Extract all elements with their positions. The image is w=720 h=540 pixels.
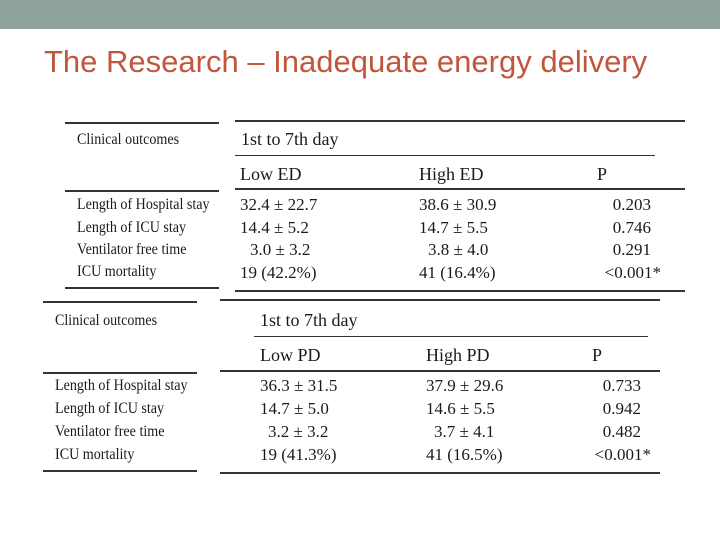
table-cell-p: 0.942: [602, 399, 641, 418]
table-rule: [43, 470, 197, 472]
table-cell: 14.4 ± 5.2: [240, 218, 309, 237]
table-cell-p: 0.291: [612, 240, 651, 259]
column-header-low-pd: Low PD: [260, 345, 321, 365]
column-header-p: P: [592, 345, 603, 365]
table-rule: [220, 370, 660, 372]
table-rule: [235, 155, 655, 156]
table-cell-p: 0.746: [612, 218, 651, 237]
table-rule: [65, 287, 219, 289]
table-cell: 19 (41.3%): [260, 445, 337, 464]
table-cell-p: 0.733: [602, 376, 641, 395]
table-row-label: Length of ICU stay: [77, 219, 187, 236]
column-header-high-pd: High PD: [426, 345, 490, 365]
column-header-low-ed: Low ED: [240, 164, 302, 184]
table-cell: 3.2 ± 3.2: [268, 422, 329, 441]
slide-top-bar: [0, 0, 720, 29]
table-row-label: Length of Hospital stay: [55, 377, 188, 394]
table-row-label: ICU mortality: [55, 446, 135, 463]
table-row-label: Ventilator free time: [77, 241, 187, 258]
table-rule: [235, 290, 685, 292]
table-cell: 37.9 ± 29.6: [426, 376, 504, 395]
table-cell: 3.8 ± 4.0: [428, 240, 489, 259]
table-cell: 3.7 ± 4.1: [434, 422, 495, 441]
table-row-label: Ventilator free time: [55, 423, 165, 440]
table-row-label: Length of ICU stay: [55, 400, 165, 417]
table-cell-p: 0.203: [612, 195, 651, 214]
table-rule: [235, 120, 685, 122]
table-rule: [235, 188, 685, 190]
table-rule: [220, 299, 660, 301]
row-header-label: Clinical outcomes: [55, 312, 158, 329]
table-rule: [254, 336, 648, 337]
table-cell: 19 (42.2%): [240, 263, 317, 282]
period-header: 1st to 7th day: [260, 310, 358, 330]
table-cell-p: <0.001*: [604, 263, 661, 282]
table-cell: 3.0 ± 3.2: [250, 240, 311, 259]
slide-title: The Research – Inadequate energy deliver…: [44, 44, 648, 79]
table-cell-p: 0.482: [602, 422, 641, 441]
table-cell: 41 (16.4%): [419, 263, 496, 282]
table-cell: 14.6 ± 5.5: [426, 399, 495, 418]
table-rule: [65, 190, 219, 192]
table-cell-p: <0.001*: [594, 445, 651, 464]
table-cell: 36.3 ± 31.5: [260, 376, 338, 395]
table-row-label: Length of Hospital stay: [77, 196, 210, 213]
column-header-high-ed: High ED: [419, 164, 484, 184]
table-rule: [43, 301, 197, 303]
table-rule: [43, 372, 197, 374]
table-cell: 14.7 ± 5.5: [419, 218, 488, 237]
table-row-label: ICU mortality: [77, 263, 157, 280]
table-cell: 41 (16.5%): [426, 445, 503, 464]
table-cell: 32.4 ± 22.7: [240, 195, 318, 214]
row-header-label: Clinical outcomes: [77, 131, 180, 148]
table-rule: [220, 472, 660, 474]
table-rule: [65, 122, 219, 124]
period-header: 1st to 7th day: [241, 129, 339, 149]
column-header-p: P: [597, 164, 608, 184]
table-cell: 38.6 ± 30.9: [419, 195, 497, 214]
table-cell: 14.7 ± 5.0: [260, 399, 329, 418]
